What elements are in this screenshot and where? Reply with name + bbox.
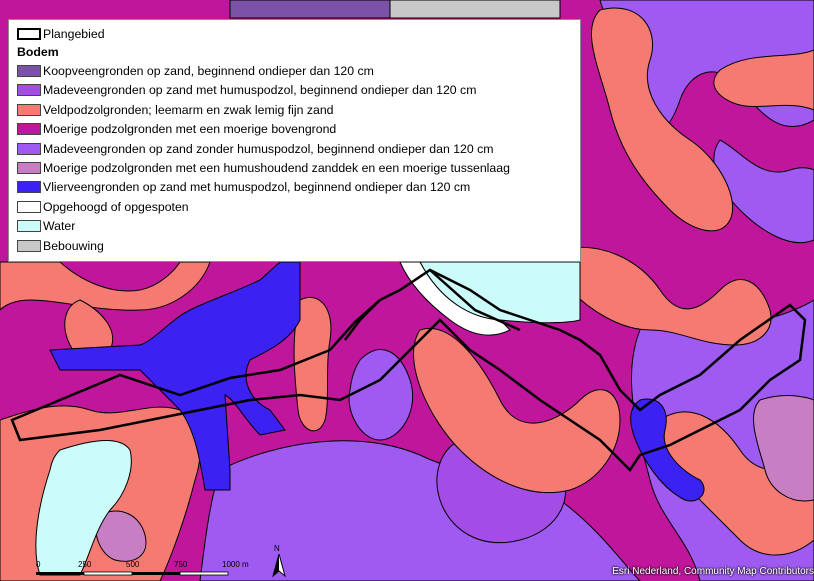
boundary-swatch [17, 27, 41, 40]
scale-tick-500: 500 [126, 560, 140, 569]
soil-area [0, 261, 211, 311]
soil-area [591, 7, 734, 232]
legend-item: Koopveengronden op zand, beginnend ondie… [17, 61, 580, 80]
legend-swatch [17, 181, 41, 194]
legend-swatch [17, 103, 41, 116]
soil-area [713, 49, 814, 111]
legend-item-label: Vlierveengronden op zand met humuspodzol… [43, 180, 471, 195]
legend-swatch [17, 200, 41, 213]
legend-swatch [17, 239, 41, 252]
legend-item: Madeveengronden op zand met humuspodzol,… [17, 81, 580, 100]
legend-item-label: Veldpodzolgronden; leemarm en zwak lemig… [43, 102, 334, 117]
legend-items: Koopveengronden op zand, beginnend ondie… [17, 61, 580, 255]
plangebied-boundary-notch [344, 269, 521, 341]
raised-area [399, 261, 511, 336]
legend-item: Moerige podzolgronden met een humushoude… [17, 158, 580, 177]
legend-item-label: Bebouwing [43, 238, 104, 253]
plangebied-boundary [10, 268, 807, 472]
legend-swatch [17, 162, 41, 175]
soil-area [49, 261, 301, 491]
built-area [389, 0, 561, 19]
map-legend: Plangebied Bodem Koopveengronden op zand… [8, 19, 581, 262]
map-attribution: Esri Nederland, Community Map Contributo… [612, 566, 814, 577]
legend-item: Moerige podzolgronden met een moerige bo… [17, 120, 580, 139]
north-arrow: N [271, 544, 287, 578]
legend-item: Opgehoogd of opgespoten [17, 197, 580, 216]
scale-tick-250: 250 [78, 560, 92, 569]
scale-tick-1000: 1000 m [222, 560, 249, 569]
legend-item-label: Madeveengronden op zand met humuspodzol,… [43, 83, 477, 98]
north-letter: N [274, 544, 280, 553]
soil-area [552, 246, 772, 346]
legend-item: Bebouwing [17, 236, 580, 255]
legend-swatch [17, 142, 41, 155]
legend-item: Veldpodzolgronden; leemarm en zwak lemig… [17, 100, 580, 119]
scale-tick-0: 0 [36, 560, 41, 569]
legend-item-label: Opgehoogd of opgespoten [43, 199, 189, 214]
soil-area [753, 395, 814, 502]
legend-item-label: Madeveengronden op zand zonder humuspodz… [43, 141, 494, 156]
soil-area [630, 398, 705, 502]
legend-item: Madeveengronden op zand zonder humuspodz… [17, 139, 580, 158]
legend-swatch [17, 123, 41, 136]
legend-item-label: Moerige podzolgronden met een moerige bo… [43, 122, 337, 137]
legend-heading: Bodem [17, 45, 59, 60]
soil-area [413, 328, 621, 494]
north-arrow-icon [272, 554, 286, 578]
soil-area [95, 510, 147, 562]
legend-item-label: Moerige podzolgronden met een humushoude… [43, 161, 510, 176]
legend-boundary-row: Plangebied [17, 24, 580, 43]
water-area [35, 440, 132, 576]
legend-boundary-label: Plangebied [43, 26, 105, 41]
scale-bar-graphic [36, 571, 229, 576]
legend-swatch [17, 65, 41, 78]
legend-item-label: Koopveengronden op zand, beginnend ondie… [43, 64, 374, 79]
scale-bar: 0 250 500 750 1000 m [30, 560, 270, 576]
soil-area [229, 0, 391, 19]
legend-item: Vlierveengronden op zand met humuspodzol… [17, 178, 580, 197]
scale-tick-750: 750 [174, 560, 188, 569]
legend-swatch [17, 220, 41, 233]
soil-area [348, 349, 414, 441]
legend-item: Water [17, 217, 580, 236]
legend-swatch [17, 84, 41, 97]
legend-item-label: Water [43, 219, 76, 234]
